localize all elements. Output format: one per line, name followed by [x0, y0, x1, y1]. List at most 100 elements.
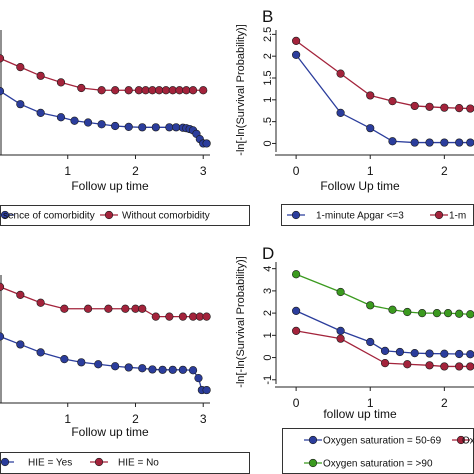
- data-point: [124, 122, 133, 131]
- data-point: [131, 304, 140, 313]
- data-point: [466, 362, 474, 371]
- legend-swatch-marker: [456, 435, 466, 445]
- y-axis-title: -ln[-ln(Survival Probability)]: [235, 256, 247, 387]
- series-line: [295, 40, 471, 110]
- data-point: [124, 86, 133, 95]
- data-point: [77, 83, 86, 93]
- data-point: [292, 326, 301, 335]
- data-point: [77, 358, 86, 367]
- legend-label: Oxy: [462, 436, 474, 447]
- data-point: [151, 123, 160, 132]
- data-point: [36, 71, 45, 80]
- x-tick-label: 1: [367, 396, 374, 410]
- data-point: [188, 86, 198, 95]
- data-point: [194, 374, 203, 383]
- data-point: [440, 103, 449, 112]
- data-point: [138, 123, 147, 132]
- x-tick-label: 1: [64, 164, 71, 178]
- data-point: [195, 312, 204, 321]
- data-point: [440, 138, 449, 147]
- data-point: [141, 86, 150, 95]
- data-point: [380, 359, 390, 368]
- y-tick-label: -1: [262, 375, 274, 385]
- panel-b-chart: 0 1 2 Follow Up time 0 .5 1 1.5 2 2.5 -ln[-ln(Surv…: [235, 24, 474, 226]
- data-point: [388, 97, 397, 106]
- y-tick-label: 1.5: [262, 70, 274, 85]
- data-point: [16, 100, 25, 109]
- data-point: [83, 118, 93, 127]
- data-point: [104, 304, 113, 313]
- data-point: [199, 86, 208, 95]
- panel-label-b: B: [262, 7, 273, 26]
- data-point: [366, 301, 375, 310]
- legend-label: Oxygen saturation = >90: [323, 459, 433, 470]
- data-point: [60, 304, 69, 313]
- x-tick-label: 2: [441, 164, 448, 178]
- data-point: [158, 365, 167, 374]
- data-point: [111, 121, 120, 131]
- data-point: [418, 309, 427, 318]
- data-point: [425, 138, 434, 147]
- y-tick-label: 3: [262, 288, 274, 294]
- series-line: [295, 273, 471, 315]
- series-line: [295, 310, 471, 355]
- x-axis-title: follow up time: [323, 407, 397, 421]
- legend-swatch-marker: [434, 210, 444, 220]
- data-point: [188, 366, 198, 375]
- data-point: [292, 36, 301, 46]
- data-point: [60, 355, 69, 364]
- x-axis-title: Follow up time: [71, 179, 149, 193]
- y-tick-label: 0: [262, 354, 274, 360]
- series-line: [0, 286, 207, 318]
- data-point: [83, 304, 93, 313]
- data-point: [336, 108, 345, 118]
- data-point: [466, 310, 474, 319]
- data-point: [0, 86, 5, 96]
- data-point: [395, 347, 404, 357]
- data-point: [168, 365, 177, 374]
- data-point: [432, 309, 442, 318]
- data-point: [165, 312, 174, 321]
- y-tick-label: 0: [262, 140, 274, 146]
- data-point: [175, 86, 184, 95]
- data-point: [292, 306, 301, 315]
- data-point: [178, 312, 188, 321]
- data-point: [148, 86, 157, 95]
- data-point: [36, 348, 45, 357]
- panel-label-d: D: [262, 244, 274, 263]
- data-point: [336, 287, 345, 297]
- y-axis-title: -ln[-ln(Survival Probability)]: [235, 24, 247, 155]
- series-line: [0, 335, 207, 391]
- x-tick-label: 2: [132, 412, 139, 426]
- data-point: [121, 304, 130, 313]
- data-point: [97, 86, 106, 95]
- data-point: [466, 104, 474, 113]
- data-point: [366, 337, 375, 347]
- data-point: [56, 113, 66, 122]
- legend-swatch-marker: [291, 210, 301, 220]
- data-point: [178, 365, 188, 374]
- data-point: [56, 78, 66, 87]
- data-point: [455, 138, 464, 147]
- data-point: [455, 309, 464, 318]
- legend-label: 1-minute Apgar <=3: [316, 211, 404, 222]
- data-point: [336, 334, 345, 343]
- data-point: [124, 363, 133, 372]
- data-point: [138, 304, 147, 313]
- data-point: [165, 123, 174, 132]
- legend-swatch-marker: [0, 457, 10, 467]
- x-tick-label: 0: [293, 396, 300, 410]
- data-point: [111, 362, 120, 371]
- legend-label: sence of comorbidity: [3, 211, 95, 222]
- data-point: [336, 326, 345, 335]
- data-point: [425, 349, 434, 358]
- data-point: [151, 312, 160, 321]
- data-point: [182, 86, 191, 95]
- y-tick-label: 1: [262, 332, 274, 338]
- x-axis-title: Follow up time: [71, 425, 149, 439]
- legend-label: 1-m: [449, 211, 466, 222]
- data-point: [336, 69, 345, 78]
- x-tick-label: 3: [200, 164, 207, 178]
- x-tick-label: 2: [132, 164, 139, 178]
